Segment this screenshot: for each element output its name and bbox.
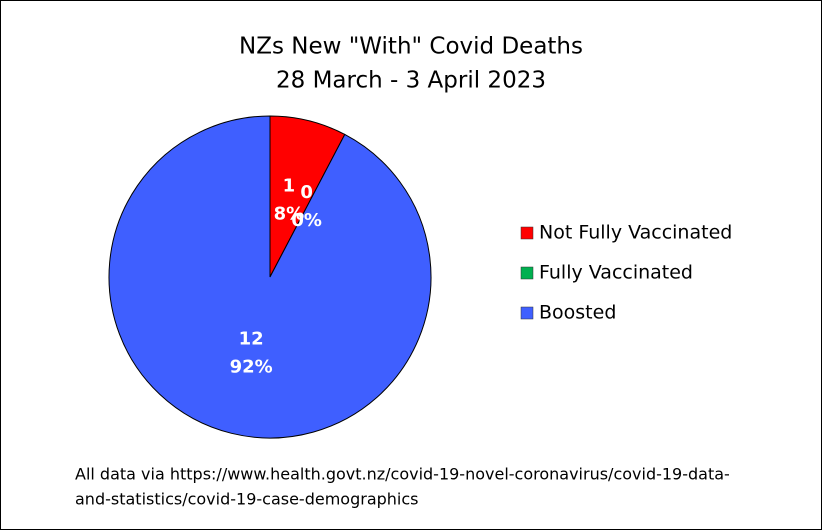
- legend-label: Boosted: [539, 302, 616, 324]
- data-label: 12: [239, 329, 264, 350]
- data-label: 92%: [230, 357, 273, 378]
- data-label: 8%: [274, 203, 305, 224]
- pie-slice: [108, 115, 432, 439]
- legend-swatch: [520, 266, 534, 280]
- legend-swatch: [520, 226, 534, 240]
- footnote: and-statistics/covid-19-case-demographic…: [75, 490, 419, 509]
- chart-title: NZs New "With" Covid Deaths: [239, 34, 583, 60]
- footnote: All data via https://www.health.govt.nz/…: [75, 465, 730, 484]
- legend-label: Not Fully Vaccinated: [539, 222, 732, 244]
- chart-subtitle: 28 March - 3 April 2023: [276, 68, 546, 94]
- data-label: 0%: [291, 210, 322, 231]
- legend-swatch: [520, 306, 534, 320]
- legend-label: Fully Vaccinated: [539, 262, 693, 284]
- data-label: 1: [283, 175, 296, 196]
- data-label: 0: [300, 182, 313, 203]
